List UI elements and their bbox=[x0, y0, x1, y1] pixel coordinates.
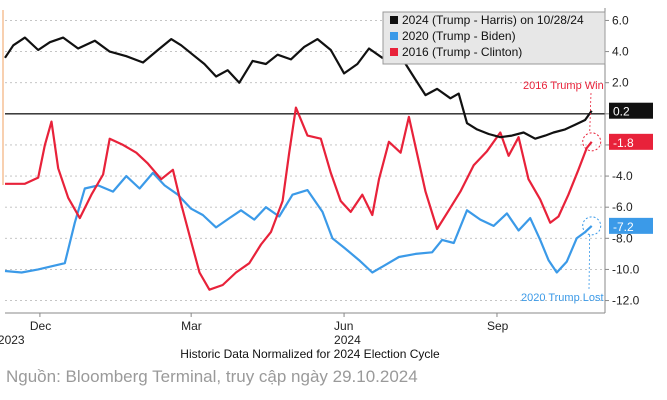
series-line-1 bbox=[4, 171, 593, 274]
last-value-text: -1.8 bbox=[613, 136, 634, 150]
last-value-badge bbox=[609, 217, 653, 234]
legend-label: 2020 (Trump - Biden) bbox=[402, 29, 516, 43]
annotation-circle bbox=[582, 216, 602, 236]
last-value-badge bbox=[609, 133, 653, 150]
legend-label: 2016 (Trump - Clinton) bbox=[402, 45, 522, 59]
x-tick-year-label: 2023 bbox=[0, 333, 25, 347]
annotation-circle bbox=[582, 132, 602, 152]
y-tick-label: 4.0 bbox=[612, 45, 629, 59]
legend-swatch bbox=[390, 48, 398, 56]
y-tick-label: -8.0 bbox=[612, 231, 633, 245]
y-tick-label: -10.0 bbox=[612, 262, 640, 276]
source-note: Nguồn: Bloomberg Terminal, truy cập ngày… bbox=[6, 367, 418, 386]
grid-layer bbox=[5, 20, 605, 301]
series-layer bbox=[4, 36, 593, 291]
y-tick-label: -4.0 bbox=[612, 169, 633, 183]
annotation-leader bbox=[588, 234, 591, 290]
y-tick-label: 6.0 bbox=[612, 13, 629, 27]
legend-label: 2024 (Trump - Harris) on 10/28/24 bbox=[402, 13, 584, 27]
annotation-layer: 2016 Trump Win 2020 Trump Lost bbox=[521, 80, 604, 304]
x-tick-label: Jun bbox=[334, 319, 353, 333]
annotation-leader bbox=[589, 92, 592, 133]
chart-subtitle: Historic Data Normalized for 2024 Electi… bbox=[180, 347, 440, 361]
x-tick-label: Dec bbox=[30, 319, 51, 333]
series-line-2 bbox=[5, 106, 593, 291]
chart-legend: 2024 (Trump - Harris) on 10/28/24 2020 (T… bbox=[382, 11, 606, 65]
last-value-text: 0.2 bbox=[613, 105, 630, 119]
last-value-badge bbox=[609, 102, 653, 119]
last-value-text: -7.2 bbox=[613, 220, 634, 234]
series-line-0 bbox=[4, 36, 593, 140]
y-tick-label: 2.0 bbox=[612, 76, 629, 90]
x-tick-label: Sep bbox=[487, 319, 509, 333]
x-tick-label: Mar bbox=[181, 319, 202, 333]
x-tick-year-label: 2024 bbox=[334, 333, 361, 347]
annotation-label: 2016 Trump Win bbox=[523, 80, 604, 92]
y-tick-label: -12.0 bbox=[612, 294, 640, 308]
annotation-label: 2020 Trump Lost bbox=[521, 292, 604, 304]
legend-swatch bbox=[390, 32, 398, 40]
legend-swatch bbox=[390, 16, 398, 24]
legend-box bbox=[382, 11, 606, 65]
last-value-badges: 0.2 -1.8 -7.2 bbox=[609, 102, 653, 234]
y-tick-label: -6.0 bbox=[612, 200, 633, 214]
